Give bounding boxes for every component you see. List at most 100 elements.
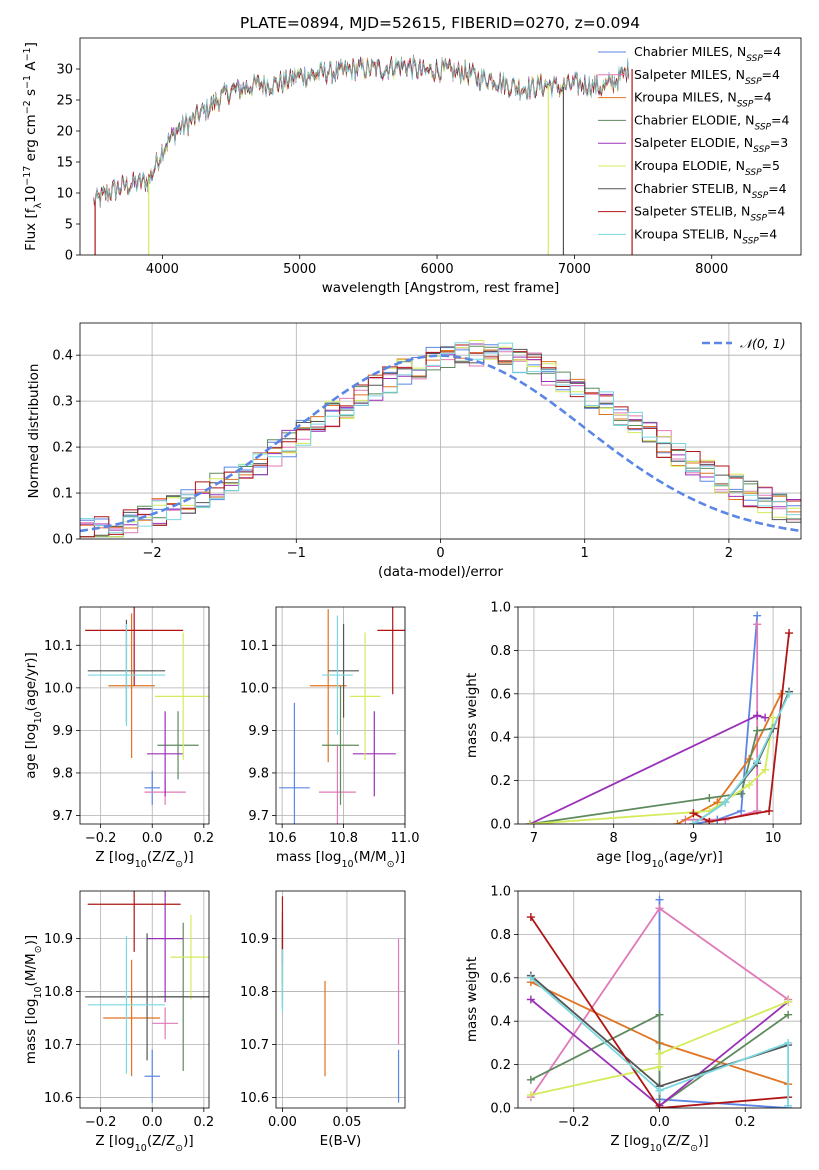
y-tick-label: 0.8	[490, 928, 511, 943]
y-tick-label: 0.4	[490, 1015, 511, 1030]
y-tick-label: 0.0	[490, 818, 511, 833]
legend-text: Kroupa STELIB, N	[634, 226, 742, 241]
y-axis-label: age [log10(age/yr)]	[23, 652, 44, 778]
y-tick-label: 1.0	[490, 601, 511, 616]
x-tick-label: 8	[610, 831, 618, 846]
x-axis-label-part: 10	[341, 859, 353, 870]
legend-entry: Kroupa STELIB, NSSP=4	[634, 226, 777, 246]
weight-marker	[721, 798, 730, 807]
x-tick-label: 0.0	[142, 831, 163, 846]
legend-entry: 𝒩(0, 1)	[740, 336, 786, 351]
x-tick-label: 1	[581, 546, 589, 561]
x-tick-label: −0.2	[85, 1115, 117, 1130]
weight-marker	[655, 1104, 664, 1108]
x-axis-label: (data-model)/error	[378, 564, 504, 580]
x-tick-label: 6000	[421, 262, 454, 277]
y-tick-label: 0.2	[52, 441, 73, 456]
x-axis-label-part: Z [log	[95, 1133, 134, 1149]
x-tick-label: 7000	[558, 262, 591, 277]
x-tick-label: 0.0	[142, 1115, 163, 1130]
y-tick-label: 0.0	[490, 1102, 511, 1117]
y-axis-label-part: (age/yr)]	[23, 652, 39, 711]
axes-frame	[79, 322, 802, 540]
weight-line-8	[692, 693, 790, 824]
x-axis-label-part: ⊙	[175, 859, 183, 870]
x-tick-label: 7	[530, 831, 538, 846]
legend-entry: Salpeter ELODIE, NSSP=3	[634, 135, 788, 155]
weight-marker	[753, 620, 762, 629]
axes: 0.00 0.05 10.6 10.7 10.8 10.9 E(B-V)	[240, 890, 406, 1149]
legend-text: Chabrier STELIB, N	[634, 181, 752, 196]
x-tick-label: 5000	[283, 262, 316, 277]
x-tick-label: −2	[143, 546, 162, 561]
y-axis-label: mass weight	[464, 673, 480, 758]
y-tick-label: 9.9	[52, 724, 73, 739]
plot-area	[525, 611, 794, 824]
weight-marker	[753, 757, 762, 766]
panel-mass-vs-z: −0.2 0.0 0.210.610.710.810.9Z [log10(Z/Z⊙)…	[23, 890, 214, 1154]
y-tick-label: 0.4	[52, 349, 73, 364]
y-tick-label: 10.1	[240, 639, 269, 654]
x-tick-label: 4000	[146, 262, 179, 277]
x-axis-label-part: 10	[135, 1143, 147, 1154]
weight-marker	[753, 726, 762, 735]
weight-marker	[737, 806, 746, 815]
weight-marker	[705, 817, 714, 824]
x-axis-label-part: )]	[698, 1133, 709, 1149]
y-axis-label-part: λ	[33, 203, 44, 209]
axes-frame	[79, 37, 802, 256]
x-tick-label: 0.2	[735, 1115, 756, 1130]
legend-entry: Kroupa ELODIE, NSSP=5	[634, 158, 780, 178]
y-axis-label-part: −1	[22, 75, 33, 89]
x-axis-label: mass [log10(M/M⊙)]	[276, 849, 405, 870]
x-tick-label: −0.2	[558, 1115, 590, 1130]
y-tick-label: 0.6	[490, 971, 511, 986]
weight-marker	[526, 973, 535, 982]
legend-sub: SSP	[742, 236, 759, 246]
legend-tail: =4	[762, 67, 780, 82]
panel-age-vs-z: −0.2 0.0 0.29.79.89.910.010.1Z [log10(Z/Z⊙…	[23, 606, 214, 870]
y-tick-label: 0	[65, 249, 73, 264]
y-tick-label: 20	[56, 125, 73, 140]
weight-marker	[526, 1075, 535, 1084]
y-axis-label-part: ⊙	[33, 945, 44, 953]
y-axis-label-part: erg cm	[23, 114, 39, 165]
legend-text: Kroupa MILES, N	[634, 90, 737, 105]
x-tick-label: 0.0	[649, 1115, 670, 1130]
weight-marker	[525, 820, 534, 824]
weight-marker	[745, 780, 754, 789]
legend-entry: Kroupa MILES, NSSP=4	[634, 90, 772, 110]
x-axis-label: Z [log10(Z/Z⊙)]	[610, 1133, 708, 1154]
axes: −0.2 0.0 0.29.79.89.910.010.1Z [log10(Z/Z⊙…	[23, 606, 214, 870]
axes-frame	[79, 606, 210, 825]
weight-line-7	[530, 916, 789, 1108]
x-tick-label: 10	[765, 831, 782, 846]
y-tick-label: 9.8	[52, 766, 73, 781]
legend-sub: SSP	[752, 191, 769, 201]
legend-sub: SSP	[737, 100, 754, 110]
x-tick-label: 10.6	[268, 831, 297, 846]
y-axis-label-part: age [log	[23, 723, 39, 778]
y-axis-label: mass [log10(M/M⊙)]	[23, 935, 44, 1064]
x-axis-label-part: 10	[135, 859, 147, 870]
x-axis-label-part: mass [log	[276, 849, 342, 865]
x-tick-label: 0.2	[193, 1115, 214, 1130]
panel-mass-vs-ebv: 0.00 0.05 10.6 10.7 10.8 10.9 E(B-V)	[240, 890, 406, 1149]
weight-marker	[673, 820, 682, 824]
x-axis-label-part: 10	[650, 1143, 662, 1154]
weight-marker	[769, 713, 778, 722]
y-tick-label: 1.0	[490, 885, 511, 900]
y-tick-label: 15	[56, 156, 73, 171]
y-axis-label-part: Flux [f	[23, 207, 39, 251]
y-tick-label: 30	[56, 63, 73, 78]
weight-marker	[655, 1086, 664, 1095]
y-tick-label: 10.8	[240, 985, 269, 1000]
histogram-step-7	[80, 344, 801, 538]
x-axis-label: Z [log10(Z/Z⊙)]	[95, 1133, 193, 1154]
y-tick-label: 10.1	[44, 639, 73, 654]
legend-text: Chabrier ELODIE, N	[634, 112, 754, 127]
y-axis-label-part: )]	[23, 935, 39, 946]
x-tick-label: 8000	[695, 262, 728, 277]
weight-line-8	[530, 977, 789, 1106]
y-axis-label: Flux [fλ10−17 erg cm−2 s−1 A−1]	[22, 42, 44, 251]
